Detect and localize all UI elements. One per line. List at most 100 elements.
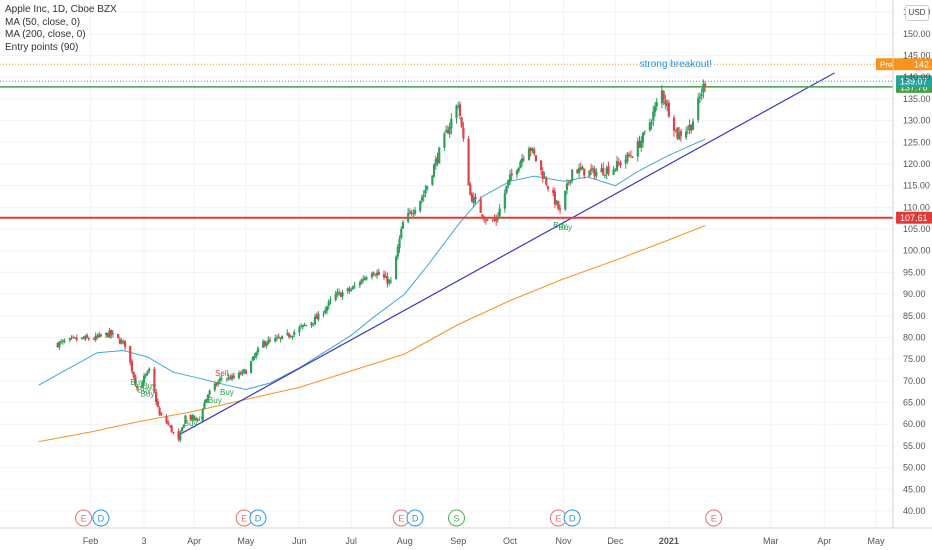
earnings-marker-label: E: [555, 514, 561, 524]
dividend-marker[interactable]: [92, 509, 110, 527]
candle-body: [120, 340, 123, 344]
earnings-marker[interactable]: [705, 509, 723, 527]
candle-body: [605, 167, 608, 175]
time-axis[interactable]: Feb 3 Apr May Jun Jul Aug Sep Oct Nov Dec 2021 Mar Ap…: [0, 527, 932, 546]
annotation-text: strong breakout!: [640, 59, 712, 70]
dividend-marker-label: D: [569, 514, 576, 524]
candle-body: [662, 91, 665, 100]
resistance-price-label: 137.76: [900, 82, 928, 92]
dividend-marker[interactable]: [563, 509, 581, 527]
earnings-marker-label: E: [81, 514, 87, 524]
candle-body: [184, 415, 187, 424]
price-tick-label: 140.00: [903, 72, 931, 82]
candle-body: [230, 375, 234, 379]
candle-body: [220, 378, 223, 379]
candle-body: [472, 197, 475, 204]
candle-body: [341, 292, 344, 297]
candle-body: [686, 129, 689, 131]
signal-buy: Buy: [558, 223, 572, 232]
candle-body: [165, 416, 168, 423]
horizontal-levels[interactable]: 137.76 107.61 139.07 142.99 Pre: [0, 58, 932, 224]
support-price-tag: [896, 211, 932, 224]
split-marker[interactable]: [448, 509, 465, 527]
price-tick-label: 40.00: [903, 506, 926, 516]
candle-body: [191, 415, 194, 420]
legend-entry-points[interactable]: Entry points (90): [5, 41, 79, 53]
earnings-marker-label: E: [711, 514, 717, 524]
trendline[interactable]: [178, 72, 835, 436]
dividend-marker-label: D: [98, 514, 105, 524]
legend-title[interactable]: Apple Inc, 1D, Cboe BZX: [5, 4, 117, 15]
candle-body: [225, 378, 228, 380]
candle-body: [117, 333, 120, 338]
candle-body: [194, 418, 197, 419]
candle-body: [595, 171, 598, 177]
candle-body: [141, 382, 144, 388]
candle-body: [481, 214, 484, 217]
candle-body: [167, 422, 170, 425]
candle-body: [305, 324, 308, 326]
candle-body: [552, 190, 555, 193]
candle-body: [508, 174, 512, 182]
candle-body: [208, 390, 211, 395]
candle-body: [180, 427, 184, 432]
candle-body: [317, 313, 320, 320]
split-marker-label: S: [453, 514, 459, 524]
dividend-marker[interactable]: [406, 509, 424, 527]
candle-body: [493, 218, 496, 220]
candle-body: [73, 337, 77, 339]
signal-buy: Buy: [553, 221, 567, 230]
dividend-marker[interactable]: [249, 509, 267, 527]
price-tick-label: 150.00: [903, 29, 931, 39]
signal-buy: Buy: [141, 389, 155, 398]
candle-body: [484, 220, 487, 222]
grid-lines: [0, 0, 893, 528]
premarket-price-tag: [896, 58, 932, 71]
candle-body: [281, 335, 284, 339]
time-tick-label: Mar: [763, 536, 779, 546]
candle-body: [156, 401, 159, 408]
earnings-marker[interactable]: [75, 509, 93, 527]
candle-body: [360, 279, 363, 285]
candle-body: [313, 316, 317, 325]
time-tick-label: Aug: [397, 536, 413, 546]
candle-body: [68, 338, 71, 341]
candle-body: [80, 337, 83, 339]
candle-body: [652, 111, 655, 121]
candle-body: [541, 171, 544, 179]
candle-body: [255, 352, 258, 357]
candle-body: [678, 132, 681, 140]
candle-body: [70, 337, 73, 339]
candle-body: [334, 293, 337, 301]
candle-body: [396, 246, 399, 257]
legend-ma200[interactable]: MA (200, close, 0): [5, 29, 86, 40]
candle-body: [522, 158, 525, 160]
candle-body: [201, 409, 204, 422]
price-axis[interactable]: 40.00 45.00 50.00 55.00 60.00 65.00 70.00 75.00…: [892, 0, 931, 528]
candle-body: [422, 194, 425, 197]
legend-ma50[interactable]: MA (50, close, 0): [5, 16, 81, 28]
candle-body: [569, 180, 572, 183]
candle-body: [412, 212, 415, 214]
candle-body: [648, 122, 651, 131]
candle-body: [218, 378, 222, 381]
time-tick-label: Jul: [345, 536, 357, 546]
time-tick-label: 3: [142, 536, 147, 546]
candle-body: [262, 341, 265, 348]
candle-body: [60, 341, 63, 343]
candle-body: [189, 415, 192, 420]
candle-body: [539, 160, 543, 170]
currency-button[interactable]: USD: [905, 5, 929, 21]
candle-body: [239, 373, 242, 375]
candle-body: [653, 106, 657, 113]
candle-body: [94, 335, 97, 340]
candle-body: [577, 167, 581, 174]
candle-body: [160, 413, 163, 416]
candle-body: [583, 168, 586, 176]
candle-body: [629, 155, 632, 157]
price-tick-label: 100.00: [903, 246, 931, 256]
candle-body: [72, 336, 75, 338]
candle-body: [136, 385, 139, 389]
